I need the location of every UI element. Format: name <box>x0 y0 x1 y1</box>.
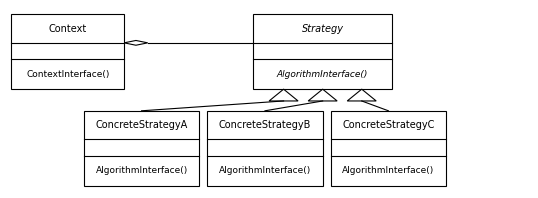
Text: ContextInterface(): ContextInterface() <box>26 70 109 79</box>
Text: Context: Context <box>48 24 87 34</box>
Bar <box>331 111 446 186</box>
Bar <box>11 14 124 89</box>
Text: AlgorithmInterface(): AlgorithmInterface() <box>277 70 369 79</box>
Text: ConcreteStrategyC: ConcreteStrategyC <box>342 120 435 130</box>
Bar <box>84 111 199 186</box>
Text: AlgorithmInterface(): AlgorithmInterface() <box>219 166 311 175</box>
Text: AlgorithmInterface(): AlgorithmInterface() <box>342 166 435 175</box>
Text: Strategy: Strategy <box>302 24 344 34</box>
Text: ConcreteStrategyA: ConcreteStrategyA <box>95 120 188 130</box>
Text: ConcreteStrategyB: ConcreteStrategyB <box>219 120 311 130</box>
Bar <box>253 14 392 89</box>
Text: AlgorithmInterface(): AlgorithmInterface() <box>95 166 188 175</box>
Bar <box>207 111 323 186</box>
